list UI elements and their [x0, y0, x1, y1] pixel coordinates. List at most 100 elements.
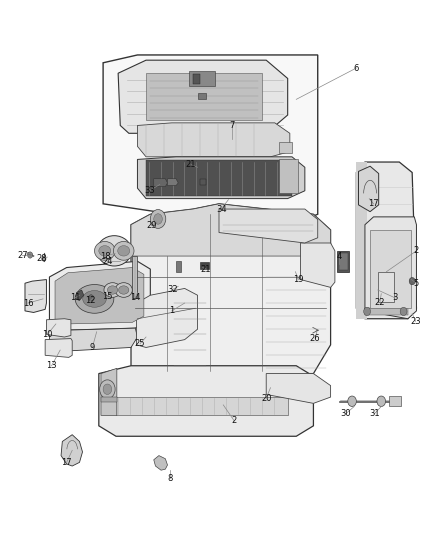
Bar [200, 179, 206, 185]
Polygon shape [358, 166, 379, 212]
Ellipse shape [115, 282, 132, 297]
Bar [116, 397, 288, 415]
Text: 25: 25 [135, 340, 145, 348]
Bar [193, 74, 200, 84]
Text: 19: 19 [293, 275, 304, 284]
Text: 8: 8 [167, 473, 172, 482]
Text: 20: 20 [261, 394, 272, 402]
Polygon shape [25, 280, 46, 312]
Text: 11: 11 [70, 293, 81, 302]
Bar [279, 142, 292, 152]
Text: 2: 2 [231, 416, 237, 425]
Polygon shape [138, 157, 305, 199]
Circle shape [400, 307, 407, 316]
Bar [339, 253, 348, 270]
Ellipse shape [107, 286, 118, 294]
Ellipse shape [99, 246, 111, 256]
Bar [189, 71, 215, 86]
Polygon shape [266, 374, 331, 403]
Circle shape [28, 252, 33, 258]
Text: 10: 10 [42, 330, 53, 339]
Text: 31: 31 [369, 409, 380, 418]
Polygon shape [49, 321, 138, 351]
Text: 2: 2 [414, 246, 419, 255]
Circle shape [88, 295, 94, 301]
Ellipse shape [118, 246, 130, 256]
Text: 13: 13 [46, 361, 57, 370]
Text: 21: 21 [201, 264, 212, 273]
Polygon shape [101, 368, 117, 415]
Text: 24: 24 [102, 257, 113, 266]
Polygon shape [75, 290, 84, 301]
Bar [198, 93, 206, 99]
Polygon shape [46, 319, 71, 337]
Bar [370, 230, 411, 308]
Ellipse shape [83, 290, 106, 307]
Polygon shape [219, 209, 318, 243]
Ellipse shape [95, 241, 115, 260]
Circle shape [377, 396, 385, 407]
Text: 5: 5 [414, 279, 419, 288]
Polygon shape [99, 366, 314, 436]
Ellipse shape [113, 241, 134, 260]
Polygon shape [300, 243, 335, 287]
Text: 9: 9 [90, 343, 95, 352]
Polygon shape [154, 179, 167, 187]
Circle shape [42, 256, 46, 261]
Bar [101, 397, 117, 402]
Bar [389, 396, 401, 407]
Polygon shape [131, 204, 331, 256]
Polygon shape [137, 288, 198, 348]
Polygon shape [61, 435, 82, 466]
Circle shape [348, 396, 357, 407]
Circle shape [150, 209, 166, 228]
Ellipse shape [119, 286, 129, 294]
Bar [200, 262, 209, 269]
Text: 26: 26 [310, 334, 321, 343]
Polygon shape [131, 204, 331, 374]
Circle shape [100, 380, 115, 399]
Text: 18: 18 [100, 252, 110, 261]
Bar [357, 162, 367, 319]
Text: 32: 32 [167, 285, 178, 294]
Text: 29: 29 [146, 221, 156, 230]
Polygon shape [103, 55, 318, 230]
Text: 14: 14 [130, 293, 141, 302]
Text: 4: 4 [336, 252, 342, 261]
Ellipse shape [97, 236, 131, 266]
Text: 33: 33 [144, 186, 155, 195]
Text: 21: 21 [186, 160, 196, 169]
Bar [176, 261, 181, 272]
Text: 22: 22 [375, 297, 385, 306]
Text: 16: 16 [23, 298, 33, 308]
Polygon shape [154, 456, 167, 470]
Polygon shape [357, 162, 417, 319]
Polygon shape [365, 217, 417, 319]
Bar [378, 272, 394, 302]
Text: 28: 28 [37, 254, 47, 263]
Bar [365, 308, 408, 314]
Text: 15: 15 [102, 292, 113, 301]
Circle shape [154, 214, 162, 224]
Ellipse shape [104, 282, 121, 297]
Polygon shape [55, 268, 144, 324]
Text: 1: 1 [169, 306, 174, 316]
Polygon shape [49, 261, 150, 330]
Text: 30: 30 [340, 409, 351, 418]
Polygon shape [118, 60, 288, 133]
Text: 7: 7 [229, 121, 235, 130]
Text: 3: 3 [392, 293, 398, 302]
Text: 27: 27 [17, 251, 28, 260]
Bar [146, 160, 292, 196]
Polygon shape [146, 73, 262, 120]
Ellipse shape [75, 285, 114, 313]
Circle shape [364, 307, 371, 316]
Text: 34: 34 [216, 205, 226, 214]
Circle shape [103, 384, 112, 394]
Text: 17: 17 [61, 458, 72, 467]
Bar [132, 256, 138, 298]
Polygon shape [138, 123, 290, 157]
Text: 12: 12 [85, 296, 95, 305]
Circle shape [409, 278, 415, 285]
Bar [279, 159, 298, 193]
